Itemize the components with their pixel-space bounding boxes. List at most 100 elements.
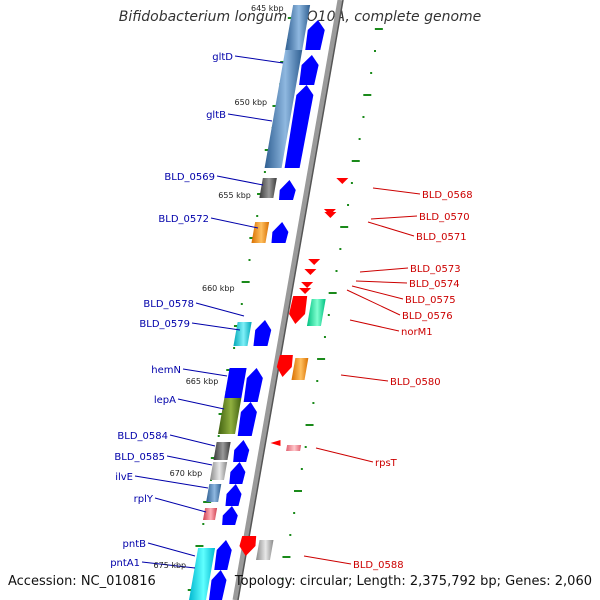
- reverse-gene-arrow: [239, 536, 257, 556]
- forward-gene-arrow: [305, 20, 325, 50]
- left-gene-label: BLD_0578: [143, 299, 194, 310]
- right-leader-line: [340, 374, 389, 382]
- right-leader-line: [351, 285, 404, 300]
- left-gene-label: BLD_0585: [114, 452, 165, 463]
- reverse-gene-arrow: [308, 259, 321, 265]
- forward-gene-arrow: [271, 222, 289, 243]
- gene-block: [224, 368, 247, 398]
- gene-block: [306, 299, 326, 326]
- right-gene-label: rpsT: [375, 458, 398, 469]
- gene-block: [256, 540, 274, 560]
- gene-block: [203, 508, 218, 520]
- right-leader-line: [359, 267, 409, 273]
- right-gene-label: BLD_0573: [410, 264, 461, 275]
- reverse-gene-arrow: [324, 212, 337, 218]
- right-leader-line: [349, 319, 400, 332]
- right-gene-label: norM1: [401, 327, 433, 338]
- left-leader-line: [134, 475, 209, 489]
- forward-gene-arrow: [299, 55, 319, 85]
- left-leader-line: [169, 434, 216, 447]
- scale-label: 660 kbp: [202, 284, 235, 293]
- left-leader-line: [227, 113, 273, 122]
- forward-gene-arrow: [229, 462, 246, 484]
- left-leader-line: [177, 398, 225, 410]
- scale-labels: 645 kbp 650 kbp 655 kbp 660 kbp 665 kbp 670 k…: [154, 4, 284, 570]
- right-gene-label: BLD_0588: [353, 560, 404, 571]
- genome-backbone-shadow: [237, 0, 344, 600]
- left-leader-line: [141, 561, 196, 569]
- forward-gene-arrow: [243, 368, 263, 402]
- forward-gene-arrow: [237, 402, 257, 436]
- left-gene-label: BLD_0572: [158, 214, 209, 225]
- right-leader-line: [367, 221, 415, 237]
- left-gene-label: pntA1: [110, 558, 140, 569]
- left-gene-label: rplY: [134, 494, 154, 505]
- left-leader-line: [191, 322, 241, 331]
- left-leader-line: [234, 55, 284, 64]
- forward-gene-arrow: [214, 540, 232, 570]
- gene-labels: gltD gltB BLD_0569 BLD_0572 BLD_0578 BLD_0579…: [110, 52, 472, 571]
- right-gene-label: BLD_0574: [409, 279, 460, 290]
- gene-block: [218, 398, 242, 434]
- scale-label: 655 kbp: [218, 191, 251, 200]
- forward-gene-arrow: [222, 506, 238, 525]
- left-gene-label: hemN: [151, 365, 181, 376]
- reverse-gene-arrow: [276, 355, 293, 377]
- right-gene-label: BLD_0575: [405, 295, 456, 306]
- right-leader-line: [370, 215, 418, 220]
- gene-block: [291, 358, 309, 380]
- reverse-gene-arrow: [336, 178, 349, 184]
- right-leader-line: [355, 280, 408, 284]
- reverse-gene-arrow: [270, 440, 281, 446]
- scale-label: 675 kbp: [154, 561, 187, 570]
- reverse-gene-arrow: [301, 282, 314, 288]
- forward-gene-arrow: [209, 570, 227, 600]
- right-gene-label: BLD_0580: [390, 377, 441, 388]
- gene-block: [285, 5, 311, 50]
- right-leader-line: [315, 447, 374, 463]
- left-gene-label: BLD_0579: [139, 319, 190, 330]
- left-leader-line: [147, 542, 196, 557]
- right-leader-line: [372, 187, 421, 195]
- right-gene-label: BLD_0571: [416, 232, 467, 243]
- right-gene-label: BLD_0568: [422, 190, 473, 201]
- reverse-gene-arrow: [299, 288, 312, 294]
- scale-label: 665 kbp: [186, 377, 219, 386]
- right-gene-label: BLD_0576: [402, 311, 453, 322]
- left-leader-line: [216, 175, 264, 186]
- right-leader-line: [346, 289, 401, 316]
- forward-gene-arrow: [225, 484, 242, 506]
- scale-label: 650 kbp: [235, 98, 268, 107]
- genome-summary: Topology: circular; Length: 2,375,792 bp…: [234, 574, 592, 589]
- left-leader-line: [166, 455, 213, 466]
- left-leader-line: [195, 302, 245, 317]
- left-leader-line: [210, 217, 259, 229]
- gene-block: [251, 222, 270, 243]
- forward-gene-arrow: [233, 440, 250, 462]
- forward-gene-arrow: [253, 320, 272, 346]
- gene-features: [189, 5, 349, 600]
- left-gene-label: BLD_0584: [117, 431, 168, 442]
- gene-block: [210, 462, 228, 480]
- left-gene-label: gltD: [212, 52, 233, 63]
- gene-block: [286, 445, 302, 451]
- gene-block: [189, 548, 216, 600]
- gene-block: [264, 50, 303, 168]
- left-gene-label: ilvE: [115, 472, 133, 483]
- right-leader-line: [303, 555, 352, 565]
- forward-gene-arrow: [284, 85, 314, 168]
- left-gene-label: pntB: [123, 539, 147, 550]
- forward-gene-arrow: [279, 180, 296, 200]
- right-gene-label: BLD_0570: [419, 212, 470, 223]
- gene-block: [213, 442, 231, 460]
- scale-label: 670 kbp: [170, 469, 203, 478]
- left-gene-label: gltB: [206, 110, 226, 121]
- left-gene-label: BLD_0569: [164, 172, 215, 183]
- reverse-gene-arrow: [304, 269, 317, 275]
- left-leader-line: [154, 497, 207, 513]
- genome-backbone: [232, 0, 343, 600]
- gene-block: [233, 322, 252, 346]
- scale-label: 645 kbp: [251, 4, 284, 13]
